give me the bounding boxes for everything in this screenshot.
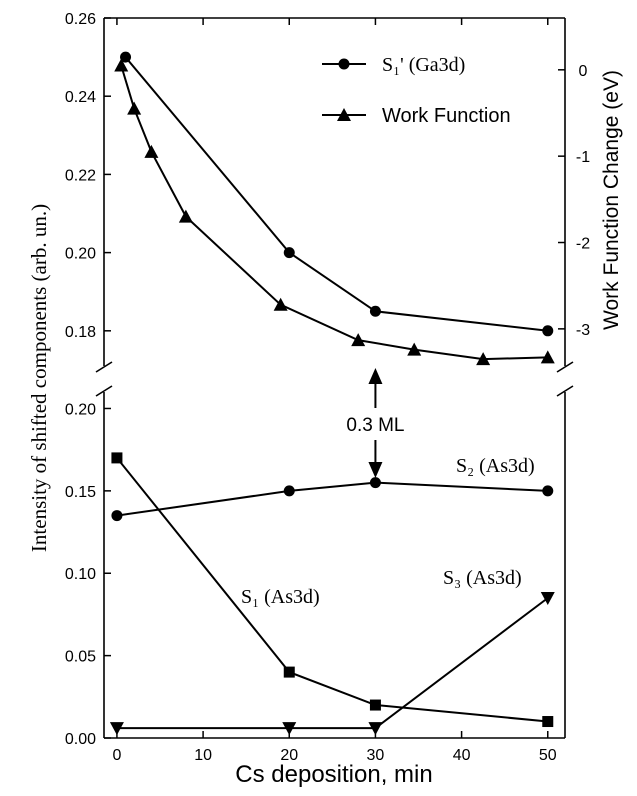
y-left-tick-label: 0.05 [65,649,96,666]
data-point-triangle-down [109,722,124,736]
series-label-s1: S₁ (As3d) [241,586,320,608]
data-point-square [111,452,123,464]
x-axis-ticks: 0 10 20 30 40 50 [112,18,557,764]
series-0 [120,51,554,337]
legend-marker-circle [338,58,350,70]
y-right-tick-label: -2 [576,236,590,253]
plot-frame [103,17,566,739]
data-point-triangle-down [368,722,383,736]
series-4 [109,591,555,736]
legend-marker-triangle [337,108,351,121]
legend: S₁' (Ga3d) Work Function [322,54,511,127]
y-right-tick-label: 0 [579,63,588,80]
data-point-triangle-up [114,58,129,72]
series-line [116,597,549,730]
x-tick-label: 10 [194,747,212,764]
data-point-triangle-up [127,101,142,115]
series-label-s3: S₃ (As3d) [443,567,522,589]
data-point-square [542,716,554,728]
data-point-triangle-up [540,350,555,364]
data-point-circle [542,485,554,497]
series-line [124,56,548,332]
x-tick-label: 0 [112,747,121,764]
series-line [116,481,548,517]
data-point-triangle-up [351,333,366,347]
data-point-square [283,666,295,678]
y-left-tick-label: 0.20 [65,401,96,418]
legend-label-work-function: Work Function [382,105,511,127]
axis-break-marks [95,361,574,397]
annotation-arrow-up-head [368,368,383,384]
series-line [116,457,548,723]
data-point-triangle-up [178,209,193,223]
y-left-tick-label: 0.10 [65,566,96,583]
data-point-circle [369,477,381,489]
y-left-tick-label: 0.18 [65,324,96,341]
data-point-circle [283,247,295,259]
y-right-tick-label: -3 [576,322,590,339]
data-point-triangle-up [273,297,288,311]
annotation-0-3-ml: 0.3 ML [346,368,404,478]
data-point-triangle-up [144,144,159,158]
x-tick-label: 30 [367,747,385,764]
y-right-tick-label: -1 [576,149,590,166]
y-right-axis-label: Work Function Change (eV) [600,70,623,330]
annotation-arrow-down-head [368,462,383,478]
x-tick-label: 50 [539,747,557,764]
y-left-tick-label: 0.15 [65,484,96,501]
y-right-axis-ticks: 0 -1 -2 -3 [558,63,590,339]
data-point-triangle-down [282,722,297,736]
series-3 [111,452,554,728]
series-1 [114,58,555,366]
y-left-axis-ticks: 0.18 0.20 0.22 0.24 0.26 0.00 0.05 0.10 0.15 0.20 [65,11,111,748]
series-layer [109,51,555,736]
data-point-triangle-up [407,342,422,356]
data-point-circle [369,305,381,317]
x-tick-label: 40 [453,747,471,764]
data-point-triangle-down [540,591,555,605]
x-tick-label: 20 [280,747,298,764]
y-left-tick-label: 0.24 [65,89,96,106]
data-point-circle [283,485,295,497]
y-left-axis-label: Intensity of shifted components (arb. un… [27,204,51,552]
x-axis-label: Cs deposition, min [235,761,432,788]
data-point-triangle-up [476,352,491,366]
annotation-text: 0.3 ML [346,415,404,436]
y-left-tick-label: 0.00 [65,731,96,748]
y-left-tick-label: 0.20 [65,246,96,263]
data-point-circle [111,510,123,522]
series-label-s2: S₂ (As3d) [456,455,535,477]
data-point-circle [120,51,132,63]
data-point-circle [542,325,554,337]
data-point-square [369,699,381,711]
y-left-tick-label: 0.22 [65,167,96,184]
legend-label-s1-prime: S₁' (Ga3d) [382,54,465,76]
series-2 [111,477,554,522]
y-left-tick-label: 0.26 [65,11,96,28]
